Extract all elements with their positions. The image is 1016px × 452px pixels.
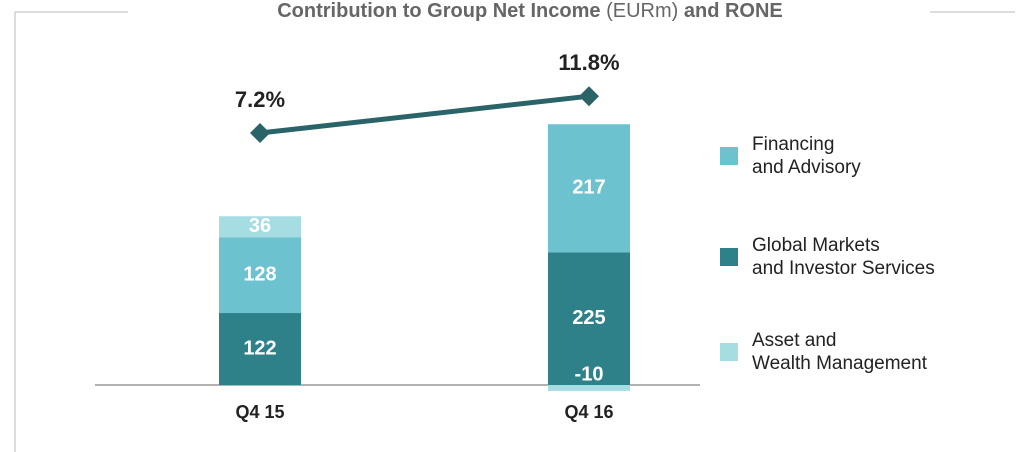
bar-segment (548, 385, 630, 391)
data-label: 217 (572, 177, 605, 199)
legend-swatch (720, 147, 738, 165)
bar-segment (219, 237, 301, 314)
bar-segment (548, 124, 630, 253)
legend-swatch (720, 248, 738, 266)
legend-label: Financing and Advisory (752, 134, 861, 178)
x-tick-label: Q4 16 (564, 402, 613, 422)
chart-title: Contribution to Group Net Income (EURm) … (277, 0, 783, 22)
legend-label: Global Markets and Investor Services (752, 235, 935, 279)
legend-label: Asset and Wealth Management (752, 330, 927, 374)
bar-segment (548, 252, 630, 385)
data-label: 128 (243, 264, 276, 286)
line-marker (579, 86, 599, 107)
data-label: 122 (243, 337, 276, 359)
legend-swatch (720, 343, 738, 361)
x-tick-label: Q4 15 (235, 402, 284, 422)
title-part: and RONE (684, 0, 783, 22)
line-marker (250, 123, 270, 143)
title-part: (EURm) (606, 0, 678, 22)
line-label: 11.8% (558, 50, 619, 75)
data-label: 225 (572, 307, 605, 329)
bar-segment (219, 216, 301, 238)
title-part: Contribution to Group Net Income (277, 0, 600, 22)
line (259, 93, 590, 136)
bar-segment (219, 313, 301, 385)
data-label: 36 (249, 215, 271, 237)
data-label: -10 (575, 363, 604, 385)
line-label: 7.2% (235, 87, 285, 112)
